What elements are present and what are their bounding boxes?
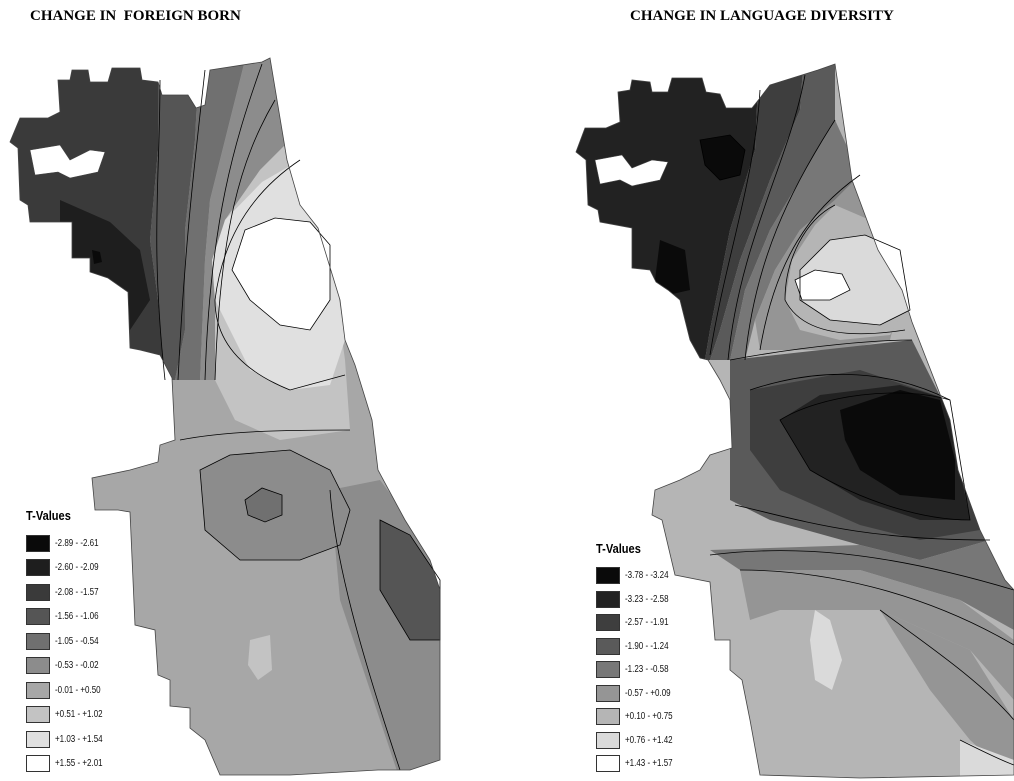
legend-swatch [596,590,620,608]
legend-range-label: +1.03 - +1.54 [55,733,103,745]
legend-swatch [26,730,50,748]
legend-swatch [26,632,50,650]
legend-range-label: -2.89 - -2.61 [55,537,99,549]
legend-range-label: -1.56 - -1.06 [55,611,99,623]
legend-range-label: +0.76 - +1.42 [625,734,673,746]
legend-swatch [26,657,50,675]
legend-item: -3.78 - -3.24 [596,564,685,588]
legend-swatch [596,708,620,726]
legend-item: -1.23 - -0.58 [596,658,685,682]
legend-swatch [26,608,50,626]
legend-range-label: -2.08 - -1.57 [55,586,99,598]
legend-item: +0.51 - +1.02 [26,703,115,728]
legend-swatch [26,559,50,577]
legend-range-label: +1.43 - +1.57 [625,758,673,770]
legend-swatch [596,661,620,679]
map-title-foreign-born: CHANGE IN FOREIGN BORN [30,8,241,24]
legend-item: +0.10 - +0.75 [596,705,685,729]
legend-item: -2.57 - -1.91 [596,611,685,635]
legend-range-label: -2.60 - -2.09 [55,562,99,574]
legend-swatch [26,534,50,552]
legend-range-label: -0.01 - +0.50 [55,684,101,696]
legend-swatch [596,684,620,702]
legend-item: -2.89 - -2.61 [26,531,115,556]
legend-item: -2.60 - -2.09 [26,556,115,581]
legend-swatch [26,755,50,773]
legend-range-label: -1.23 - -0.58 [625,664,669,676]
legend-range-label: -1.05 - -0.54 [55,635,99,647]
legend-range-label: -3.23 - -2.58 [625,593,669,605]
legend-swatch [26,706,50,724]
map-foreign-born [9,57,441,776]
legend-swatch [596,614,620,632]
legend-swatch [26,681,50,699]
legend-item: +1.03 - +1.54 [26,727,115,752]
legend-swatch [596,731,620,749]
legend-item: -1.05 - -0.54 [26,629,115,654]
map-title-language-diversity: CHANGE IN LANGUAGE DIVERSITY [630,8,894,24]
legend-item: +1.55 - +2.01 [26,752,115,777]
legend-swatch [596,755,620,773]
legend-range-label: +0.10 - +0.75 [625,711,673,723]
legend-range-label: -2.57 - -1.91 [625,617,669,629]
legend-item: -0.57 - +0.09 [596,682,685,706]
legend-item: +1.43 - +1.57 [596,752,685,776]
legend-range-label: -0.57 - +0.09 [625,687,671,699]
legend-range-label: -0.53 - -0.02 [55,660,99,672]
legend-swatch [596,567,620,585]
legend-item: -0.01 - +0.50 [26,678,115,703]
legend-range-label: -1.90 - -1.24 [625,640,669,652]
legend-item: +0.76 - +1.42 [596,729,685,753]
legend-range-label: -3.78 - -3.24 [625,570,669,582]
legend-language-diversity: T-Values -3.78 - -3.24 -3.23 - -2.58 -2.57… [596,541,685,776]
legend-title: T-Values [26,508,71,523]
legend-title: T-Values [596,541,641,556]
legend-item: -3.23 - -2.58 [596,588,685,612]
legend-range-label: +1.55 - +2.01 [55,758,103,770]
legend-range-label: +0.51 - +1.02 [55,709,103,721]
legend-swatch [26,583,50,601]
legend-foreign-born: T-Values -2.89 - -2.61 -2.60 - -2.09 -2.08… [26,508,115,776]
legend-item: -2.08 - -1.57 [26,580,115,605]
map-language-diversity [575,63,1014,779]
legend-item: -0.53 - -0.02 [26,654,115,679]
legend-swatch [596,637,620,655]
legend-item: -1.90 - -1.24 [596,635,685,659]
legend-item: -1.56 - -1.06 [26,605,115,630]
